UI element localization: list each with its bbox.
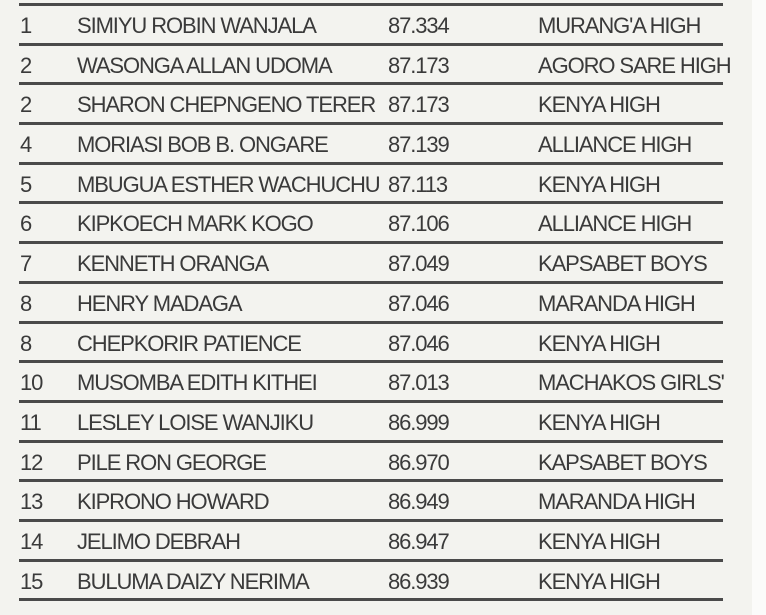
table-rule — [19, 280, 723, 284]
cell-rank: 8 — [20, 290, 32, 316]
cell-score: 87.106 — [388, 211, 450, 237]
cell-school: KENYA HIGH — [538, 528, 661, 554]
table-row: 10 MUSOMBA EDITH KITHEI 87.013 MACHAKOS GIR… — [19, 363, 725, 400]
cell-school: KENYA HIGH — [538, 171, 661, 197]
cell-school: ALLIANCE HIGH — [538, 211, 692, 237]
table-row: 8 HENRY MADAGA 87.046 MARANDA HIGH — [19, 284, 723, 321]
cell-school: AGORO SARE HIGH — [538, 52, 732, 78]
cell-name: BULUMA DAIZY NERIMA — [77, 568, 310, 594]
table-row: 4 MORIASI BOB B. ONGARE 87.139 ALLIANCE HIG… — [19, 125, 723, 162]
table-row: 7 KENNETH ORANGA 87.049 KAPSABET BOYS — [19, 244, 723, 281]
cell-rank: 13 — [20, 489, 43, 515]
table-rule — [19, 558, 723, 562]
cell-name: LESLEY LOISE WANJIKU — [77, 409, 314, 435]
table-rule — [19, 201, 723, 205]
table-row: 2 SHARON CHEPNGENO TERER 87.173 KENYA HIGH — [19, 85, 723, 122]
table-rule — [19, 360, 723, 364]
cell-school: KAPSABET BOYS — [538, 449, 708, 475]
cell-school: KENYA HIGH — [538, 92, 661, 118]
cell-score: 86.970 — [388, 449, 450, 475]
cell-score: 87.173 — [388, 92, 450, 118]
cell-rank: 2 — [20, 92, 32, 118]
cell-score: 87.173 — [388, 52, 450, 78]
cell-score: 86.939 — [388, 568, 450, 594]
table-row: 8 CHEPKORIR PATIENCE 87.046 KENYA HIGH — [19, 324, 723, 361]
table-rule — [19, 479, 723, 483]
cell-name: PILE RON GEORGE — [77, 449, 267, 475]
cell-rank: 1 — [20, 13, 32, 38]
cell-school: MURANG'A HIGH — [538, 13, 701, 38]
cell-school: KENYA HIGH — [538, 330, 661, 356]
cell-score: 87.049 — [388, 251, 450, 277]
table-rule — [19, 598, 723, 602]
cell-score: 87.139 — [388, 132, 450, 158]
cell-rank: 15 — [20, 568, 43, 594]
cell-name: JELIMO DEBRAH — [77, 528, 241, 554]
cell-name: MORIASI BOB B. ONGARE — [77, 132, 329, 158]
table-rule — [19, 82, 723, 86]
cell-name: SHARON CHEPNGENO TERER — [77, 92, 376, 118]
cell-name: HENRY MADAGA — [77, 290, 243, 316]
table-rule — [19, 3, 723, 6]
table-rule — [19, 320, 723, 324]
table-rule — [19, 399, 723, 403]
table-row: 5 MBUGUA ESTHER WACHUCHU 87.113 KENYA HIGH — [19, 165, 723, 202]
cell-rank: 10 — [20, 370, 43, 396]
cell-score: 87.113 — [388, 171, 448, 197]
table-row: 6 KIPKOECH MARK KOGO 87.106 ALLIANCE HIGH — [19, 204, 723, 241]
cell-rank: 4 — [20, 132, 32, 158]
cell-school: KENYA HIGH — [538, 568, 661, 594]
table-row: 1 SIMIYU ROBIN WANJALA 87.334 MURANG'A HIGH — [19, 6, 723, 43]
cell-school: ALLIANCE HIGH — [538, 132, 692, 158]
cell-rank: 8 — [20, 330, 32, 356]
table-rule — [19, 241, 723, 245]
table-row: 13 KIPRONO HOWARD 86.949 MARANDA HIGH — [19, 482, 723, 519]
page-margin — [752, 0, 766, 615]
cell-score: 87.013 — [388, 370, 450, 396]
table-rule — [19, 161, 723, 165]
table-rule — [19, 42, 723, 46]
cell-name: SIMIYU ROBIN WANJALA — [77, 13, 317, 38]
cell-school: KENYA HIGH — [538, 409, 661, 435]
cell-score: 87.046 — [388, 330, 450, 356]
cell-rank: 5 — [20, 171, 32, 197]
table-row: 11 LESLEY LOISE WANJIKU 86.999 KENYA HIGH — [19, 403, 723, 440]
cell-rank: 6 — [20, 211, 32, 237]
cell-name: KENNETH ORANGA — [77, 251, 269, 277]
cell-school: KAPSABET BOYS — [538, 251, 708, 277]
cell-school: MACHAKOS GIRLS' — [538, 370, 725, 396]
table-rule — [19, 518, 723, 522]
cell-rank: 7 — [20, 251, 32, 277]
cell-name: WASONGA ALLAN UDOMA — [77, 52, 333, 78]
results-table: 1 SIMIYU ROBIN WANJALA 87.334 MURANG'A HIGH… — [19, 3, 732, 602]
table-row: 15 BULUMA DAIZY NERIMA 86.939 KENYA HIGH — [19, 562, 723, 599]
cell-score: 87.334 — [388, 13, 450, 38]
table-row: 2 WASONGA ALLAN UDOMA 87.173 AGORO SARE HIG… — [19, 46, 732, 83]
cell-name: KIPRONO HOWARD — [77, 489, 270, 515]
cell-rank: 12 — [20, 449, 43, 475]
cell-score: 86.949 — [388, 489, 450, 515]
cell-name: CHEPKORIR PATIENCE — [77, 330, 302, 356]
cell-rank: 11 — [20, 409, 42, 435]
cell-rank: 2 — [20, 52, 32, 78]
table-rule — [19, 439, 723, 443]
cell-rank: 14 — [20, 528, 43, 554]
cell-score: 86.947 — [388, 528, 450, 554]
cell-score: 87.046 — [388, 290, 450, 316]
cell-name: MUSOMBA EDITH KITHEI — [77, 370, 318, 396]
table-row: 12 PILE RON GEORGE 86.970 KAPSABET BOYS — [19, 443, 723, 480]
cell-school: MARANDA HIGH — [538, 489, 696, 515]
cell-name: KIPKOECH MARK KOGO — [77, 211, 314, 237]
table-rule — [19, 122, 723, 126]
cell-school: MARANDA HIGH — [538, 290, 696, 316]
cell-score: 86.999 — [388, 409, 450, 435]
cell-name: MBUGUA ESTHER WACHUCHU — [77, 171, 381, 197]
table-row: 14 JELIMO DEBRAH 86.947 KENYA HIGH — [19, 522, 723, 559]
